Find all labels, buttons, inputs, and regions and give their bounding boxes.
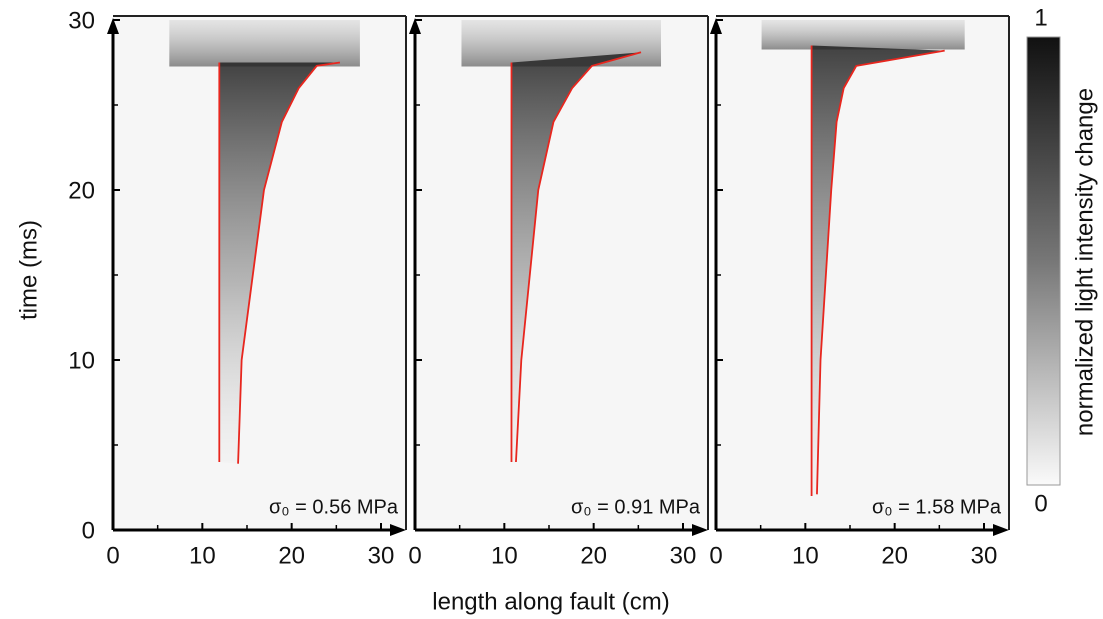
x-tick-label: 0 (408, 542, 421, 569)
annotation: σ₀ = 0.91 MPa (571, 496, 701, 518)
x-axis-arrow (993, 524, 1009, 536)
x-tick-label: 30 (670, 542, 697, 569)
colorbar-tick-label: 0 (1034, 490, 1047, 517)
front-line (515, 51, 642, 463)
x-tick-label: 10 (189, 542, 216, 569)
heat-top-band (761, 20, 965, 50)
colorbar (1026, 36, 1061, 486)
x-axis-label: length along fault (cm) (432, 588, 669, 615)
panel-background (716, 16, 1009, 530)
x-tick-label: 0 (709, 542, 722, 569)
y-tick-label: 10 (68, 347, 95, 374)
heat-top-band (169, 20, 360, 67)
y-axis-arrow (710, 18, 722, 34)
x-tick-label: 20 (278, 542, 305, 569)
colorbar-tick-label: 1 (1034, 4, 1047, 31)
x-tick-label: 30 (368, 542, 395, 569)
y-axis-label: time (ms) (15, 220, 42, 320)
annotation: σ₀ = 1.58 MPa (872, 496, 1002, 518)
annotation: σ₀ = 0.56 MPa (269, 496, 399, 518)
front-line (237, 61, 341, 464)
x-tick-label: 20 (580, 542, 607, 569)
x-tick-label: 10 (491, 542, 518, 569)
y-axis-arrow (409, 18, 421, 34)
x-axis-arrow (390, 524, 406, 536)
heat-shade (511, 52, 642, 463)
y-tick-label: 30 (68, 7, 95, 34)
colorbar-label: normalized light intensity change (1071, 88, 1098, 436)
heat-shade (811, 45, 945, 496)
y-tick-label: 0 (82, 517, 95, 544)
front-line (816, 49, 945, 495)
heat-shade (219, 62, 340, 464)
x-tick-label: 0 (106, 542, 119, 569)
x-axis-arrow (692, 524, 708, 536)
x-tick-label: 30 (971, 542, 998, 569)
y-axis-arrow (107, 18, 119, 34)
y-tick-label: 20 (68, 177, 95, 204)
x-tick-label: 20 (881, 542, 908, 569)
x-tick-label: 10 (792, 542, 819, 569)
